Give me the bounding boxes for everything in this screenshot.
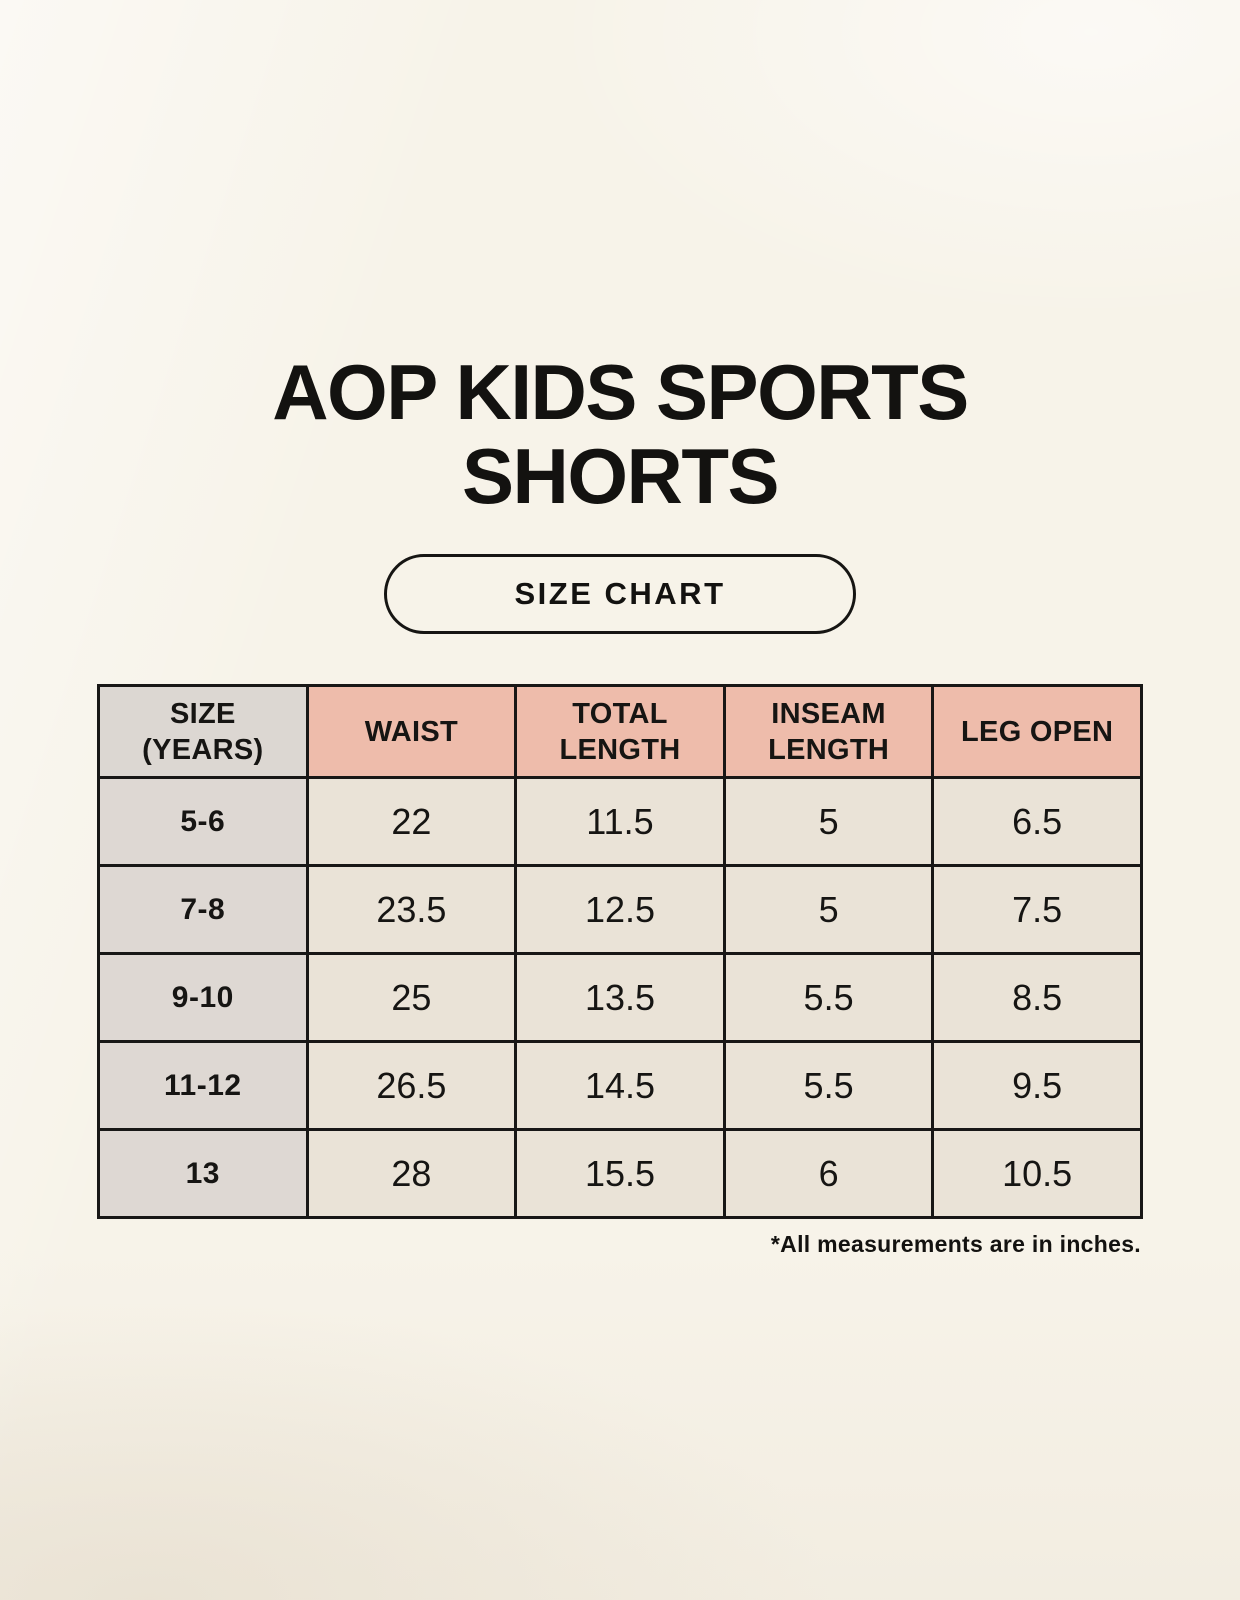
table-row-7-8: 7-8 23.5 12.5 5 7.5: [97, 864, 1143, 956]
cell-waist: 25: [305, 952, 518, 1044]
cell-total-length: 15.5: [514, 1128, 726, 1220]
cell-waist: 28: [305, 1128, 518, 1220]
cell-inseam-length: 5: [722, 864, 935, 956]
cell-leg-open: 8.5: [931, 952, 1143, 1044]
cell-waist: 26.5: [305, 1040, 518, 1132]
cell-inseam-length: 5.5: [722, 952, 935, 1044]
cell-leg-open: 6.5: [931, 776, 1143, 868]
column-header-size-years: SIZE (YEARS): [97, 684, 309, 780]
row-label-size: 11-12: [97, 1040, 309, 1132]
table-header-row: SIZE (YEARS) WAIST TOTAL LENGTH INSEAM L…: [97, 684, 1143, 780]
cell-leg-open: 9.5: [931, 1040, 1143, 1132]
column-header-inseam-length: INSEAM LENGTH: [722, 684, 935, 780]
cell-inseam-length: 5: [722, 776, 935, 868]
cell-leg-open: 7.5: [931, 864, 1143, 956]
cell-leg-open: 10.5: [931, 1128, 1143, 1220]
cell-inseam-length: 6: [722, 1128, 935, 1220]
column-header-waist: WAIST: [305, 684, 518, 780]
measurements-note: *All measurements are in inches.: [770, 1231, 1141, 1258]
cell-total-length: 13.5: [514, 952, 726, 1044]
page-title: AOP KIDS SPORTS SHORTS: [272, 348, 969, 521]
table-row-9-10: 9-10 25 13.5 5.5 8.5: [97, 952, 1143, 1044]
row-label-size: 9-10: [97, 952, 309, 1044]
cell-total-length: 14.5: [514, 1040, 726, 1132]
size-chart-badge: SIZE CHART: [384, 554, 856, 635]
cell-total-length: 11.5: [514, 776, 726, 868]
row-label-size: 7-8: [97, 864, 309, 956]
row-label-size: 5-6: [97, 776, 309, 868]
table-row-5-6: 5-6 22 11.5 5 6.5: [97, 776, 1143, 868]
cell-total-length: 12.5: [514, 864, 726, 956]
size-chart-badge-label: SIZE CHART: [514, 576, 726, 612]
cell-waist: 22: [305, 776, 518, 868]
column-header-total-length: TOTAL LENGTH: [514, 684, 726, 780]
cell-inseam-length: 5.5: [722, 1040, 935, 1132]
row-label-size: 13: [97, 1128, 309, 1220]
column-header-leg-open: LEG OPEN: [931, 684, 1143, 780]
table-row-11-12: 11-12 26.5 14.5 5.5 9.5: [97, 1040, 1143, 1132]
size-chart-table: SIZE (YEARS) WAIST TOTAL LENGTH INSEAM L…: [97, 684, 1143, 1220]
table-row-13: 13 28 15.5 6 10.5: [97, 1128, 1143, 1220]
cell-waist: 23.5: [305, 864, 518, 956]
